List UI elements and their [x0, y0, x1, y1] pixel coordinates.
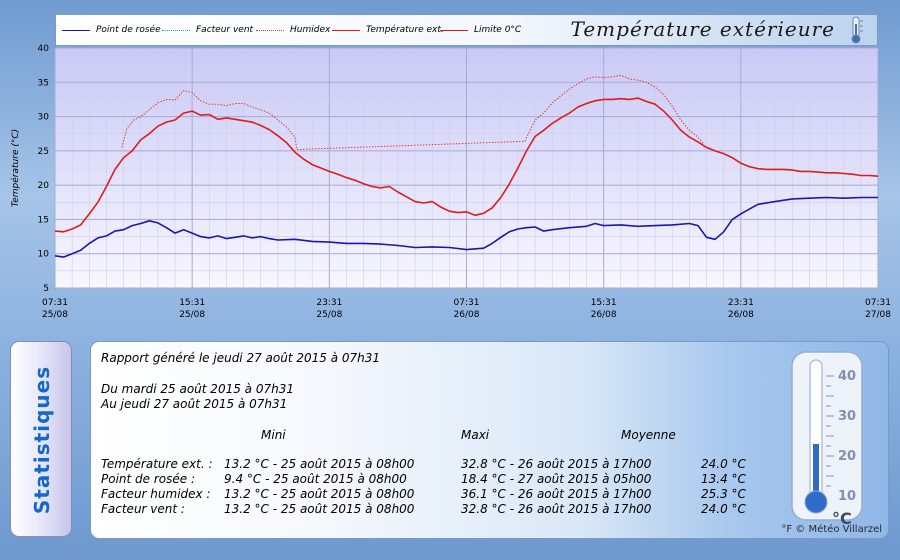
series-group	[54, 74, 879, 258]
thermometer-icon: 40 30 20 10 °C	[791, 351, 863, 528]
chart-header: Point de rosée Facteur vent Humidex Temp…	[55, 14, 878, 46]
stats-side-tab: Statistiques	[10, 341, 72, 537]
row-max: 32.8 °C - 26 août 2015 à 17h00	[461, 502, 652, 516]
row-label: Facteur vent :	[101, 502, 185, 516]
x-tick-label: 25/08	[179, 310, 205, 320]
x-tick-label: 26/08	[728, 310, 754, 320]
x-tick-label: 26/08	[454, 310, 480, 320]
x-tick-label: 15:31	[591, 298, 617, 308]
row-label: Point de rosée :	[101, 472, 196, 486]
row-max: 32.8 °C - 26 août 2015 à 17h00	[461, 457, 652, 471]
credit-text: °F © Météo Villarzel	[781, 524, 882, 535]
legend-item-zero-limit: Limite 0°C	[440, 15, 521, 45]
row-max: 36.1 °C - 26 août 2015 à 17h00	[461, 487, 652, 501]
thermo-unit: °C	[832, 509, 852, 528]
legend-item-wind-chill: Facteur vent	[162, 15, 253, 45]
row-min: 13.2 °C - 25 août 2015 à 08h00	[224, 457, 415, 471]
legend-label: Facteur vent	[196, 25, 254, 35]
legend-swatch	[62, 29, 90, 31]
y-tick-label: 40	[38, 44, 50, 54]
y-axis-label: Température (°C)	[10, 129, 21, 207]
row-avg: 13.4 °C	[701, 472, 746, 486]
x-tick-label: 25/08	[42, 310, 68, 320]
y-tick-label: 20	[38, 181, 50, 191]
legend-label: Limite 0°C	[474, 25, 522, 35]
x-tick-label: 07:31	[42, 298, 68, 308]
x-tick-label: 07:31	[454, 298, 480, 308]
series-line-point-de-ros-e	[54, 196, 878, 258]
y-tick-label: 35	[38, 78, 49, 88]
stats-side-title: Statistiques	[30, 365, 54, 515]
legend-item-outdoor-temp: Température ext.	[332, 15, 444, 45]
col-header-avg: Moyenne	[621, 428, 676, 442]
legend-swatch	[162, 29, 190, 31]
y-axis: 5 10 15 20 25 30 35 40	[38, 44, 50, 294]
thermometer-icon	[851, 16, 863, 44]
x-tick-label: 25/08	[316, 310, 342, 320]
row-max: 18.4 °C - 27 août 2015 à 05h00	[461, 472, 652, 486]
legend-label: Température ext.	[366, 25, 444, 35]
period-to: Au jeudi 27 août 2015 à 07h31	[101, 397, 288, 411]
x-tick-label: 26/08	[591, 310, 617, 320]
y-tick-label: 10	[38, 250, 50, 260]
grid	[54, 47, 879, 289]
y-tick-label: 5	[43, 284, 49, 294]
row-label: Facteur humidex :	[101, 487, 211, 501]
x-tick-label: 23:31	[316, 298, 342, 308]
x-tick-label: 23:31	[728, 298, 754, 308]
thermo-label: 10	[838, 489, 856, 504]
y-tick-label: 15	[38, 215, 49, 225]
row-avg: 24.0 °C	[701, 457, 746, 471]
row-label: Température ext. :	[101, 457, 213, 471]
y-tick-label: 25	[38, 147, 49, 157]
row-avg: 24.0 °C	[701, 502, 746, 516]
thermo-label: 20	[838, 449, 856, 464]
legend-swatch	[256, 29, 284, 31]
x-tick-label: 27/08	[865, 310, 891, 320]
legend-swatch	[440, 29, 468, 31]
x-tick-label: 07:31	[865, 298, 891, 308]
row-min: 13.2 °C - 25 août 2015 à 08h00	[224, 487, 415, 501]
col-header-min: Mini	[261, 428, 286, 442]
legend-swatch	[332, 29, 360, 31]
row-avg: 25.3 °C	[701, 487, 746, 501]
legend-item-dew-point: Point de rosée	[62, 15, 161, 45]
chart-title: Température extérieure	[570, 17, 835, 41]
col-header-max: Maxi	[461, 428, 490, 442]
thermo-label: 40	[838, 369, 856, 384]
row-min: 9.4 °C - 25 août 2015 à 08h00	[224, 472, 407, 486]
temperature-chart: 5 10 15 20 25 30 35 40 07:31 25/08 15:31 25/08 23:3…	[10, 44, 891, 320]
legend-label: Point de rosée	[96, 25, 161, 35]
y-tick-label: 30	[38, 113, 50, 123]
legend-label: Humidex	[290, 25, 331, 35]
period-from: Du mardi 25 août 2015 à 07h31	[101, 382, 294, 396]
legend-item-humidex: Humidex	[256, 15, 330, 45]
report-generated: Rapport généré le jeudi 27 août 2015 à 0…	[101, 351, 381, 365]
series-line-humidex	[121, 74, 704, 150]
x-axis: 07:31 25/08 15:31 25/08 23:31 25/08 07:31 26/08…	[42, 298, 891, 320]
thermo-label: 30	[838, 409, 856, 424]
stats-panel: Rapport généré le jeudi 27 août 2015 à 0…	[90, 341, 889, 539]
row-min: 13.2 °C - 25 août 2015 à 08h00	[224, 502, 415, 516]
series-line-temp-rature-ext-	[54, 97, 879, 233]
x-tick-label: 15:31	[179, 298, 205, 308]
